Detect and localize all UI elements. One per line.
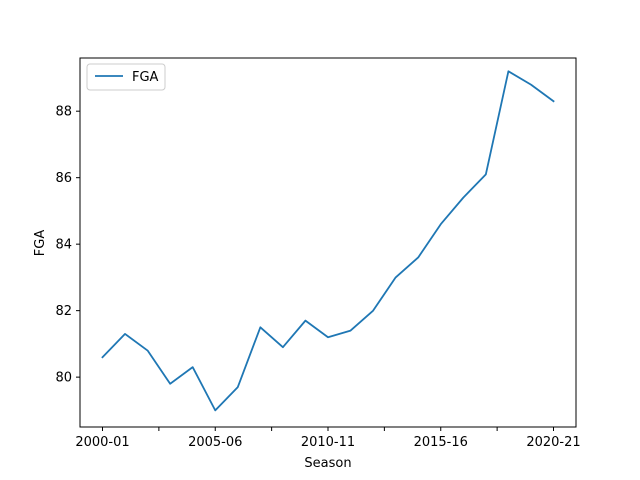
- y-tick-label: 82: [55, 304, 72, 319]
- legend: FGA: [86, 63, 166, 91]
- y-axis: 80 82 84 86 88: [55, 105, 80, 386]
- legend-label: FGA: [132, 70, 159, 85]
- x-tick-label: 2000-01: [75, 435, 129, 450]
- y-tick-label: 80: [55, 371, 72, 386]
- y-axis-label: FGA: [33, 230, 48, 257]
- series-line-fga: [101, 70, 555, 412]
- y-tick-label: 88: [55, 105, 72, 120]
- x-tick-label: 2005-06: [188, 435, 242, 450]
- x-axis-label: Season: [304, 456, 351, 471]
- plot-area: [79, 57, 577, 428]
- y-tick-label: 84: [55, 238, 72, 253]
- x-axis: 2000-01 2005-06 2010-11 2015-16 2020-21: [75, 427, 581, 450]
- x-tick-label: 2010-11: [301, 435, 355, 450]
- x-tick-label: 2020-21: [526, 435, 580, 450]
- x-tick-label: 2015-16: [414, 435, 468, 450]
- legend-box: [86, 63, 166, 91]
- y-tick-label: 86: [55, 171, 72, 186]
- series-layer: [101, 70, 555, 412]
